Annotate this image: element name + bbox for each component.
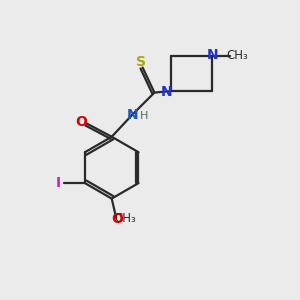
Text: CH₃: CH₃: [226, 49, 248, 62]
Text: H: H: [140, 110, 148, 121]
Text: I: I: [55, 176, 60, 190]
Text: N: N: [160, 85, 172, 99]
Text: N: N: [127, 108, 139, 122]
Text: O: O: [76, 115, 87, 129]
Text: CH₃: CH₃: [114, 212, 136, 225]
Text: O: O: [112, 212, 124, 226]
Text: N: N: [207, 48, 218, 62]
Text: S: S: [136, 55, 146, 69]
